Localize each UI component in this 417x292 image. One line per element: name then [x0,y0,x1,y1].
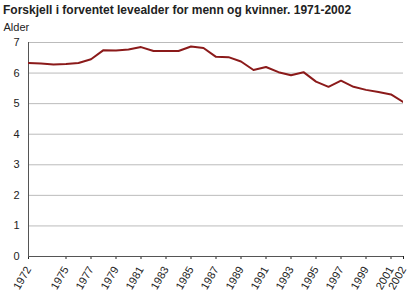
svg-text:7: 7 [13,36,19,48]
svg-text:1985: 1985 [173,264,196,291]
svg-text:Alder: Alder [4,21,30,33]
svg-text:1999: 1999 [348,264,371,291]
svg-text:2002: 2002 [386,264,409,291]
svg-text:1979: 1979 [98,264,121,291]
svg-text:1972: 1972 [11,264,34,291]
svg-text:1983: 1983 [148,264,171,291]
svg-text:2001: 2001 [373,264,396,292]
svg-text:6: 6 [13,67,19,79]
svg-text:1993: 1993 [273,264,296,291]
svg-text:2: 2 [13,189,19,201]
svg-text:4: 4 [13,128,19,140]
svg-text:1981: 1981 [123,264,146,291]
svg-text:1997: 1997 [323,264,346,291]
svg-text:1975: 1975 [48,264,71,291]
html-text:Forskjell i forventet levealde: Forskjell i forventet levealder for menn… [3,3,352,17]
svg-text:1987: 1987 [198,264,221,291]
svg-text:1: 1 [13,219,19,231]
svg-text:5: 5 [13,97,19,109]
svg-text:1995: 1995 [298,264,321,291]
svg-text:1977: 1977 [73,264,96,291]
svg-text:1991: 1991 [248,264,271,291]
svg-text:0: 0 [13,250,19,262]
svg-text:1989: 1989 [223,264,246,291]
svg-text:3: 3 [13,158,19,170]
